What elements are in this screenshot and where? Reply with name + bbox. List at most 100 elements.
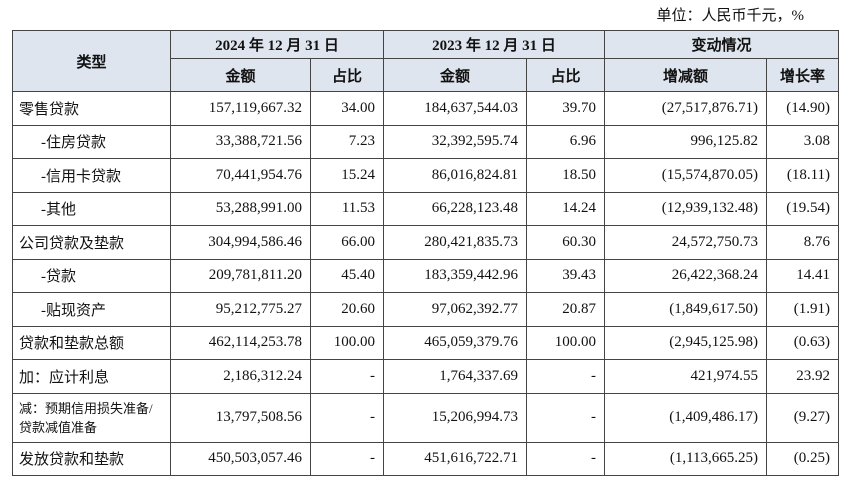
cell: (2,945,125.98)	[604, 325, 768, 360]
row-label: -住房贷款	[12, 124, 171, 159]
cell: 184,637,544.03	[383, 91, 528, 126]
subheader-row: 金额 占比 金额 占比 增减额 增长率	[13, 58, 840, 92]
cell: (14.90)	[766, 91, 840, 126]
cell: -	[309, 359, 385, 394]
subheader-cell: 金额	[383, 58, 528, 92]
cell: (1,849,617.50)	[604, 292, 768, 327]
cell: 157,119,667.32	[170, 91, 311, 126]
subheader-cell: 占比	[526, 58, 606, 92]
cell: 7.23	[309, 124, 385, 159]
cell: 39.43	[526, 258, 606, 293]
cell: 15.24	[309, 158, 385, 193]
cell: 8.76	[766, 225, 840, 260]
table-row: -信用卡贷款 70,441,954.76 15.24 86,016,824.81 18.…	[12, 158, 840, 193]
cell: 13,797,508.56	[170, 392, 311, 443]
cell: 421,974.55	[604, 359, 768, 394]
cell: (15,574,870.05)	[604, 158, 768, 193]
header-cell: 变动情况	[604, 30, 840, 59]
cell: 97,062,392.77	[383, 292, 528, 327]
row-label: 发放贷款和垫款	[12, 441, 171, 476]
cell: (12,939,132.48)	[604, 191, 768, 226]
cell: (1,113,665.25)	[604, 441, 768, 476]
header-cell: 类型	[12, 30, 171, 92]
cell: 183,359,442.96	[383, 258, 528, 293]
cell: 15,206,994.73	[383, 392, 528, 443]
loan-table: 类型 2024 年 12 月 31 日 2023 年 12 月 31 日 变动情…	[12, 30, 840, 476]
row-label: 公司贷款及垫款	[12, 225, 171, 260]
cell: 45.40	[309, 258, 385, 293]
table-row: -贴现资产 95,212,775.27 20.60 97,062,392.77 20.8…	[12, 292, 840, 327]
cell: 11.53	[309, 191, 385, 226]
row-label: 零售贷款	[12, 91, 171, 126]
cell: 26,422,368.24	[604, 258, 768, 293]
cell: 60.30	[526, 225, 606, 260]
cell: -	[526, 359, 606, 394]
cell: 209,781,811.20	[170, 258, 311, 293]
cell: 14.41	[766, 258, 840, 293]
row-label: -贷款	[12, 258, 171, 293]
cell: 3.08	[766, 124, 840, 159]
cell: (9.27)	[766, 392, 840, 443]
table-row: 加：应计利息 2,186,312.24-1,764,337.69-421,974.…	[12, 359, 840, 394]
cell: (27,517,876.71)	[604, 91, 768, 126]
cell: -	[309, 392, 385, 443]
cell: 20.60	[309, 292, 385, 327]
cell: 95,212,775.27	[170, 292, 311, 327]
cell: 66,228,123.48	[383, 191, 528, 226]
subheader-cell: 增减额	[604, 58, 768, 92]
cell: 14.24	[526, 191, 606, 226]
cell: 23.92	[766, 359, 840, 394]
cell: (19.54)	[766, 191, 840, 226]
cell: (0.63)	[766, 325, 840, 360]
cell: (18.11)	[766, 158, 840, 193]
cell: 280,421,835.73	[383, 225, 528, 260]
cell: 451,616,722.71	[383, 441, 528, 476]
cell: 100.00	[526, 325, 606, 360]
table-row: -住房贷款 33,388,721.56 7.23 32,392,595.74 6.96 9…	[12, 124, 840, 159]
row-label: 加：应计利息	[12, 359, 171, 394]
cell: 34.00	[309, 91, 385, 126]
cell: 24,572,750.73	[604, 225, 768, 260]
subheader-cell: 增长率	[766, 58, 840, 92]
cell: 53,288,991.00	[170, 191, 311, 226]
cell: 33,388,721.56	[170, 124, 311, 159]
cell: -	[526, 441, 606, 476]
cell: 70,441,954.76	[170, 158, 311, 193]
row-label: -贴现资产	[12, 292, 171, 327]
cell: 6.96	[526, 124, 606, 159]
header-cell: 2023 年 12 月 31 日	[383, 30, 606, 59]
subheader-cell: 金额	[170, 58, 311, 92]
table-row: 零售贷款 157,119,667.32 34.00 184,637,544.03 39.…	[12, 91, 840, 126]
cell: 465,059,379.76	[383, 325, 528, 360]
subheader-cell: 占比	[309, 58, 385, 92]
row-label: 减：预期信用损失准备/贷款减值准备	[12, 392, 171, 443]
cell: 304,994,586.46	[170, 225, 311, 260]
table-row: 减：预期信用损失准备/贷款减值准备 13,797,508.56-15,206,99…	[12, 392, 840, 443]
cell: 2,186,312.24	[170, 359, 311, 394]
cell: 462,114,253.78	[170, 325, 311, 360]
header-row: 类型 2024 年 12 月 31 日 2023 年 12 月 31 日 变动情…	[12, 30, 840, 92]
cell: -	[526, 392, 606, 443]
table-row: 发放贷款和垫款 450,503,057.46-451,616,722.71- (1,…	[12, 441, 840, 476]
table-row: -贷款 209,781,811.20 45.40 183,359,442.96 39.4…	[12, 258, 840, 293]
row-label: -其他	[12, 191, 171, 226]
table-row: 公司贷款及垫款 304,994,586.46 66.00 280,421,835.73…	[12, 225, 840, 260]
table-body: 零售贷款 157,119,667.32 34.00 184,637,544.03 39.…	[12, 91, 840, 476]
cell: 32,392,595.74	[383, 124, 528, 159]
table-row: 贷款和垫款总额 462,114,253.78 100.00 465,059,379.7…	[12, 325, 840, 360]
table-row: -其他 53,288,991.00 11.53 66,228,123.48 14.24(…	[12, 191, 840, 226]
cell: 86,016,824.81	[383, 158, 528, 193]
cell: 100.00	[309, 325, 385, 360]
header-cell: 2024 年 12 月 31 日	[169, 30, 385, 59]
cell: 20.87	[526, 292, 606, 327]
row-label: -信用卡贷款	[12, 158, 171, 193]
cell: 39.70	[526, 91, 606, 126]
row-label: 贷款和垫款总额	[12, 325, 171, 360]
cell: -	[309, 441, 385, 476]
cell: (1,409,486.17)	[604, 392, 768, 443]
cell: 1,764,337.69	[383, 359, 528, 394]
cell: (1.91)	[766, 292, 840, 327]
cell: 66.00	[309, 225, 385, 260]
cell: 996,125.82	[604, 124, 768, 159]
